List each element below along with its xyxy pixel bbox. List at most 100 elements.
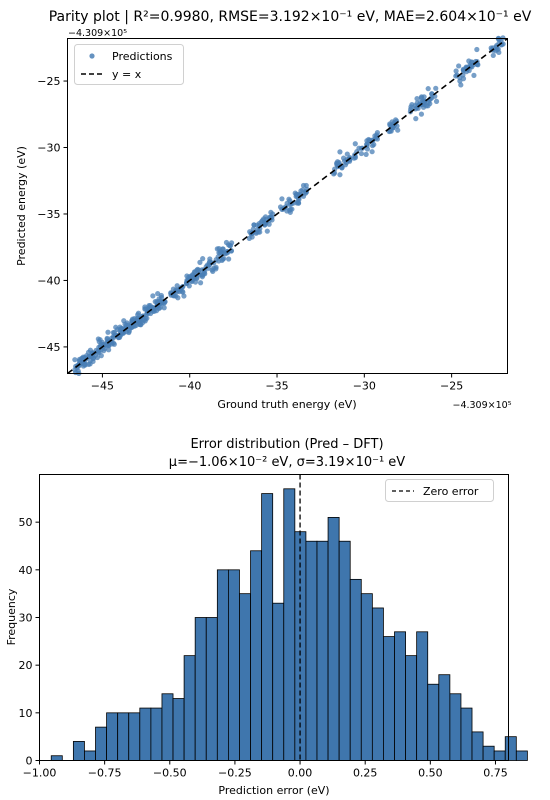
- prediction-point: [363, 151, 369, 157]
- prediction-point: [220, 246, 226, 252]
- prediction-point: [358, 150, 364, 157]
- prediction-point: [219, 257, 225, 264]
- parity-x-tick-label: −35: [265, 380, 288, 393]
- histogram-bar: [205, 617, 218, 761]
- prediction-point: [421, 101, 427, 108]
- prediction-point: [246, 235, 252, 241]
- prediction-point: [155, 291, 161, 297]
- prediction-point: [199, 272, 206, 278]
- histogram-bar: [72, 741, 85, 761]
- parity-y-tick-label: −40: [37, 274, 60, 287]
- parity-plot: Parity plot | R²=0.9980, RMSE=3.192×10⁻¹…: [15, 9, 532, 411]
- histogram-bar: [305, 540, 318, 761]
- histogram-bar: [150, 707, 163, 761]
- histogram-bar: [194, 617, 207, 761]
- histogram-bar: [172, 698, 185, 761]
- prediction-point: [453, 68, 459, 74]
- histogram-y-tick-label: 20: [19, 659, 33, 672]
- prediction-point: [456, 63, 462, 69]
- prediction-point: [141, 317, 147, 323]
- prediction-point: [395, 127, 401, 133]
- prediction-point: [161, 305, 167, 311]
- identity-line: [67, 37, 508, 375]
- prediction-point: [457, 78, 463, 84]
- prediction-point: [264, 228, 270, 234]
- histogram-x-tick-label: −0.25: [218, 767, 252, 780]
- histogram-x-tick-label: −0.50: [153, 767, 187, 780]
- prediction-point: [363, 141, 370, 148]
- histogram-legend-box: [385, 479, 494, 502]
- prediction-point: [175, 295, 181, 301]
- prediction-point: [337, 172, 343, 178]
- histogram-bar: [327, 517, 340, 761]
- histogram-bar: [117, 712, 130, 761]
- prediction-point: [494, 42, 500, 49]
- prediction-point: [207, 256, 213, 262]
- histogram-x-tick-label: 0.00: [288, 767, 313, 780]
- legend-label-identity: y = x: [112, 68, 142, 81]
- histogram-title-line2: μ=−1.06×10⁻² eV, σ=3.19×10⁻¹ eV: [169, 455, 406, 470]
- prediction-point: [75, 368, 81, 374]
- parity-x-tick-label: −30: [353, 380, 376, 393]
- prediction-point: [200, 256, 206, 262]
- histogram-bar: [316, 540, 329, 761]
- histogram-bar: [128, 712, 141, 761]
- prediction-point: [82, 362, 88, 368]
- histogram-x-tick-label: 0.25: [353, 767, 378, 780]
- prediction-point: [192, 269, 198, 275]
- histogram-title-line1: Error distribution (Pred – DFT): [190, 437, 383, 452]
- prediction-point: [142, 304, 148, 310]
- histogram-bar: [272, 602, 285, 761]
- histogram-x-tick-label: 0.75: [483, 767, 508, 780]
- prediction-point: [213, 266, 219, 272]
- prediction-point: [466, 58, 472, 64]
- prediction-point: [72, 357, 78, 363]
- prediction-point: [494, 46, 500, 53]
- parity-y-tick-label: −45: [37, 341, 60, 354]
- histogram-bar: [216, 569, 229, 761]
- prediction-point: [130, 317, 137, 323]
- legend-marker-predictions: [89, 53, 95, 59]
- histogram-y-tick-label: 50: [19, 516, 33, 529]
- histogram-bar: [227, 569, 240, 761]
- prediction-point: [433, 98, 440, 104]
- prediction-point: [206, 260, 212, 266]
- parity-plot-title: Parity plot | R²=0.9980, RMSE=3.192×10⁻¹…: [49, 9, 532, 25]
- prediction-point: [294, 200, 300, 206]
- parity-y-tick-label: −35: [37, 208, 60, 221]
- prediction-point: [337, 149, 343, 155]
- histogram-y-axis-label: Frequency: [5, 588, 18, 645]
- prediction-point: [197, 280, 204, 286]
- prediction-point: [471, 72, 477, 78]
- prediction-point: [286, 196, 292, 202]
- prediction-point: [105, 329, 111, 335]
- histogram-bar: [438, 674, 451, 761]
- histogram-y-tick-label: 0: [26, 755, 33, 768]
- prediction-point: [490, 52, 496, 59]
- prediction-point: [284, 200, 290, 206]
- histogram-bar: [460, 707, 473, 761]
- prediction-point: [469, 64, 475, 70]
- histogram-x-tick-label: −1.00: [23, 767, 57, 780]
- prediction-point: [474, 46, 480, 53]
- histogram-bar: [427, 683, 440, 761]
- histogram-bar: [50, 755, 63, 761]
- histogram-bar: [338, 540, 351, 761]
- prediction-point: [257, 229, 263, 235]
- prediction-point: [113, 324, 119, 330]
- histogram-frame: [39, 474, 509, 761]
- parity-x-tick-label: −45: [91, 380, 114, 393]
- prediction-point: [418, 111, 425, 117]
- prediction-point: [95, 349, 101, 355]
- prediction-point: [433, 85, 439, 91]
- prediction-point: [300, 187, 306, 193]
- parity-y-offset-label: −4.309×10⁵: [68, 28, 127, 39]
- prediction-point: [425, 86, 431, 92]
- histogram-y-tick-label: 30: [19, 612, 33, 625]
- histogram-bars: [50, 488, 528, 761]
- histogram-bar: [95, 726, 107, 761]
- histogram-y-tick-label: 10: [19, 707, 33, 720]
- legend-label-predictions: Predictions: [112, 50, 173, 63]
- prediction-point: [414, 96, 420, 102]
- prediction-point: [279, 196, 285, 202]
